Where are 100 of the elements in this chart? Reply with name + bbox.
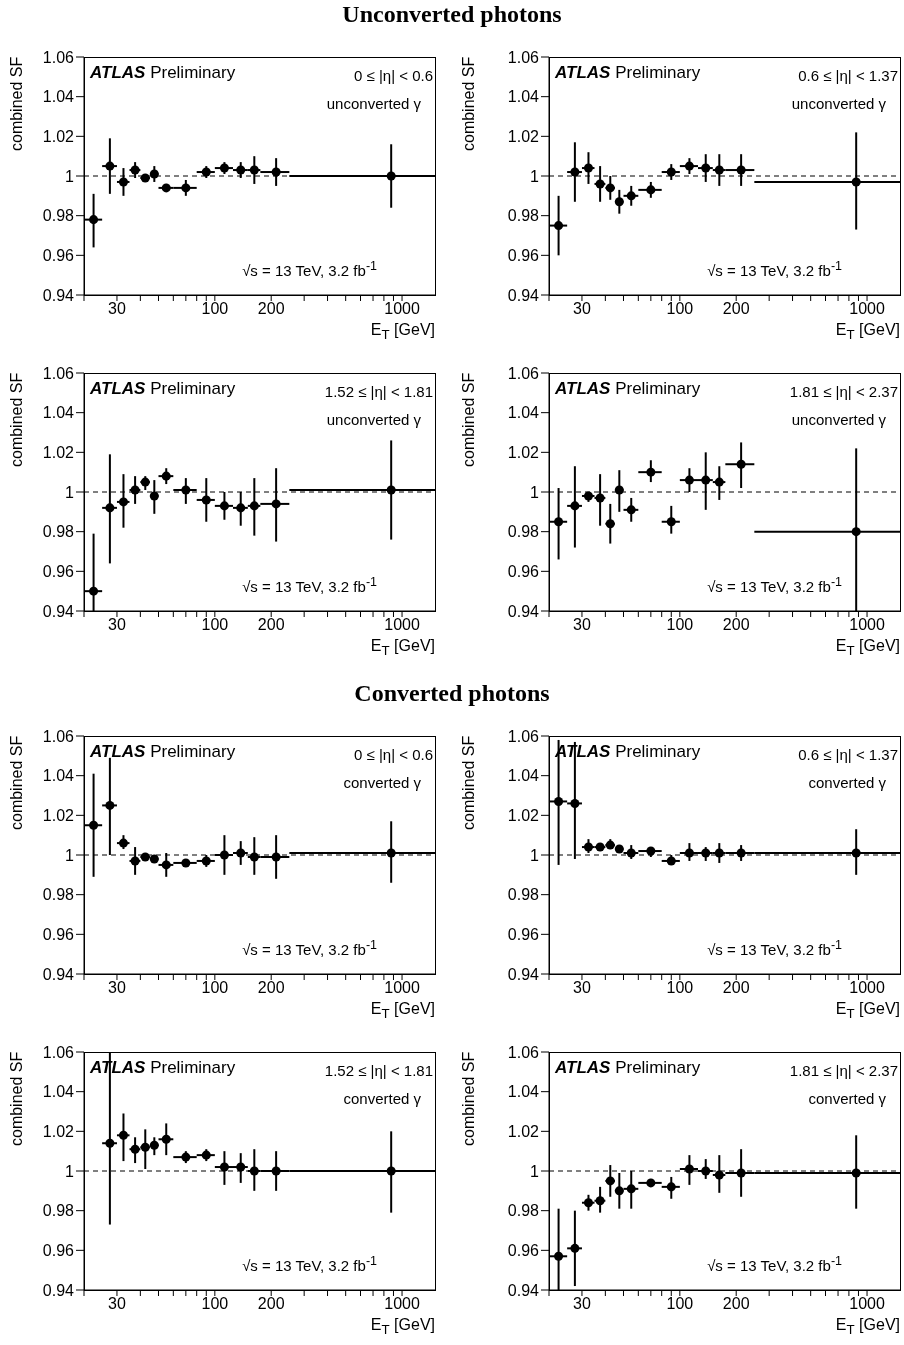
x-tick-label: 100 <box>666 979 694 997</box>
y-tick-label: 0.94 <box>42 1281 75 1299</box>
annotation: 1.52 ≤ |η| < 1.81 <box>324 1062 433 1079</box>
x-tick-label: 1000 <box>384 979 420 997</box>
x-tick-label: 200 <box>257 300 285 318</box>
annotation: √s = 13 TeV, 3.2 fb$^{-1}$ <box>707 575 842 595</box>
x-tick-label: 200 <box>257 1295 285 1313</box>
x-tick-label: 1000 <box>849 1295 885 1313</box>
chart-title: Unconverted photons <box>341 1 563 28</box>
x-axis-title: E$_{T}$ [GeV] <box>370 1316 435 1338</box>
y-tick-label: 0.94 <box>507 602 540 620</box>
y-tick-label: 1 <box>65 1162 75 1180</box>
y-tick-label: 0.96 <box>42 926 75 944</box>
annotation: unconverted γ <box>326 411 421 428</box>
x-tick-label: 30 <box>108 300 126 318</box>
x-tick-label: 30 <box>573 300 591 318</box>
annotation: √s = 13 TeV, 3.2 fb$^{-1}$ <box>242 259 377 279</box>
y-tick-label: 1.02 <box>42 1123 75 1141</box>
annotation: 0.6 ≤ |η| < 1.37 <box>798 746 898 763</box>
y-axis-title: combined SF <box>460 1052 478 1149</box>
x-axis-title: E$_{T}$ [GeV] <box>370 321 435 343</box>
x-tick-label: 30 <box>108 616 126 634</box>
y-axis-title: combined SF <box>460 373 478 470</box>
x-axis-title: E$_{T}$ [GeV] <box>835 321 900 343</box>
y-tick-label: 1.04 <box>42 404 75 422</box>
x-tick-label: 200 <box>722 979 750 997</box>
x-tick-label: 100 <box>666 1295 694 1313</box>
y-tick-label: 1 <box>530 483 540 501</box>
y-tick-label: 0.94 <box>507 965 540 983</box>
x-tick-label: 1000 <box>384 616 420 634</box>
x-tick-label: 30 <box>108 979 126 997</box>
y-tick-label: 1.04 <box>507 767 540 785</box>
y-axis-title: combined SF <box>8 373 26 470</box>
y-tick-label: 1 <box>65 846 75 864</box>
annotation: √s = 13 TeV, 3.2 fb$^{-1}$ <box>242 1254 377 1274</box>
annotation: unconverted γ <box>326 95 421 112</box>
x-tick-label: 1000 <box>384 1295 420 1313</box>
x-tick-label: 1000 <box>849 979 885 997</box>
x-tick-label: 30 <box>573 979 591 997</box>
y-tick-label: 1.04 <box>42 767 75 785</box>
annotation: ATLAS Preliminary <box>90 63 236 83</box>
annotation: √s = 13 TeV, 3.2 fb$^{-1}$ <box>242 575 377 595</box>
y-axis-title: combined SF <box>8 57 26 154</box>
y-axis-title: combined SF <box>460 57 478 154</box>
y-tick-label: 0.94 <box>42 965 75 983</box>
y-tick-label: 0.98 <box>507 207 540 225</box>
x-tick-label: 30 <box>573 1295 591 1313</box>
y-tick-label: 0.96 <box>507 563 540 581</box>
y-tick-label: 1.06 <box>42 364 75 382</box>
x-tick-label: 100 <box>666 300 694 318</box>
y-tick-label: 1.02 <box>507 807 540 825</box>
annotation: ATLAS Preliminary <box>90 742 236 762</box>
annotation: 1.81 ≤ |η| < 2.37 <box>789 383 898 400</box>
x-tick-label: 1000 <box>849 300 885 318</box>
y-tick-label: 1.02 <box>42 807 75 825</box>
y-tick-label: 0.96 <box>507 247 540 265</box>
x-tick-label: 100 <box>201 616 229 634</box>
y-tick-label: 1 <box>530 846 540 864</box>
y-tick-label: 1.04 <box>507 1083 540 1101</box>
y-tick-label: 0.98 <box>42 886 75 904</box>
y-tick-label: 0.96 <box>42 247 75 265</box>
x-tick-label: 200 <box>257 616 285 634</box>
y-tick-label: 1 <box>530 1162 540 1180</box>
x-tick-label: 1000 <box>384 300 420 318</box>
y-tick-label: 1.06 <box>42 1043 75 1061</box>
annotation: 1.81 ≤ |η| < 2.37 <box>789 1062 898 1079</box>
x-axis-title: E$_{T}$ [GeV] <box>370 637 435 659</box>
x-tick-label: 200 <box>722 1295 750 1313</box>
annotation: converted γ <box>808 1090 886 1107</box>
y-tick-label: 1.04 <box>42 88 75 106</box>
annotation: 0.6 ≤ |η| < 1.37 <box>798 67 898 84</box>
y-tick-label: 0.94 <box>42 602 75 620</box>
y-tick-label: 0.98 <box>507 886 540 904</box>
y-axis-title: combined SF <box>8 1052 26 1149</box>
y-tick-label: 0.96 <box>507 926 540 944</box>
y-tick-label: 1.02 <box>507 444 540 462</box>
x-tick-label: 30 <box>573 616 591 634</box>
annotation: ATLAS Preliminary <box>90 379 236 399</box>
y-tick-label: 0.98 <box>42 207 75 225</box>
x-tick-label: 100 <box>201 300 229 318</box>
y-tick-label: 1.02 <box>507 128 540 146</box>
y-tick-label: 1 <box>530 167 540 185</box>
chart-title: Converted photons <box>353 680 551 707</box>
y-tick-label: 1 <box>65 483 75 501</box>
x-axis-title: E$_{T}$ [GeV] <box>835 637 900 659</box>
annotation: converted γ <box>808 774 886 791</box>
y-axis-title: combined SF <box>8 736 26 833</box>
x-tick-label: 100 <box>201 1295 229 1313</box>
annotation: √s = 13 TeV, 3.2 fb$^{-1}$ <box>242 938 377 958</box>
y-tick-label: 0.96 <box>507 1242 540 1260</box>
x-tick-label: 30 <box>108 1295 126 1313</box>
annotation: unconverted γ <box>791 95 886 112</box>
x-tick-label: 200 <box>257 979 285 997</box>
annotation: √s = 13 TeV, 3.2 fb$^{-1}$ <box>707 1254 842 1274</box>
y-tick-label: 0.94 <box>42 286 75 304</box>
y-axis-title: combined SF <box>460 736 478 833</box>
annotation: 0 ≤ |η| < 0.6 <box>354 67 433 84</box>
y-tick-label: 0.98 <box>507 1202 540 1220</box>
y-tick-label: 1.06 <box>507 48 540 66</box>
y-tick-label: 1.04 <box>507 88 540 106</box>
